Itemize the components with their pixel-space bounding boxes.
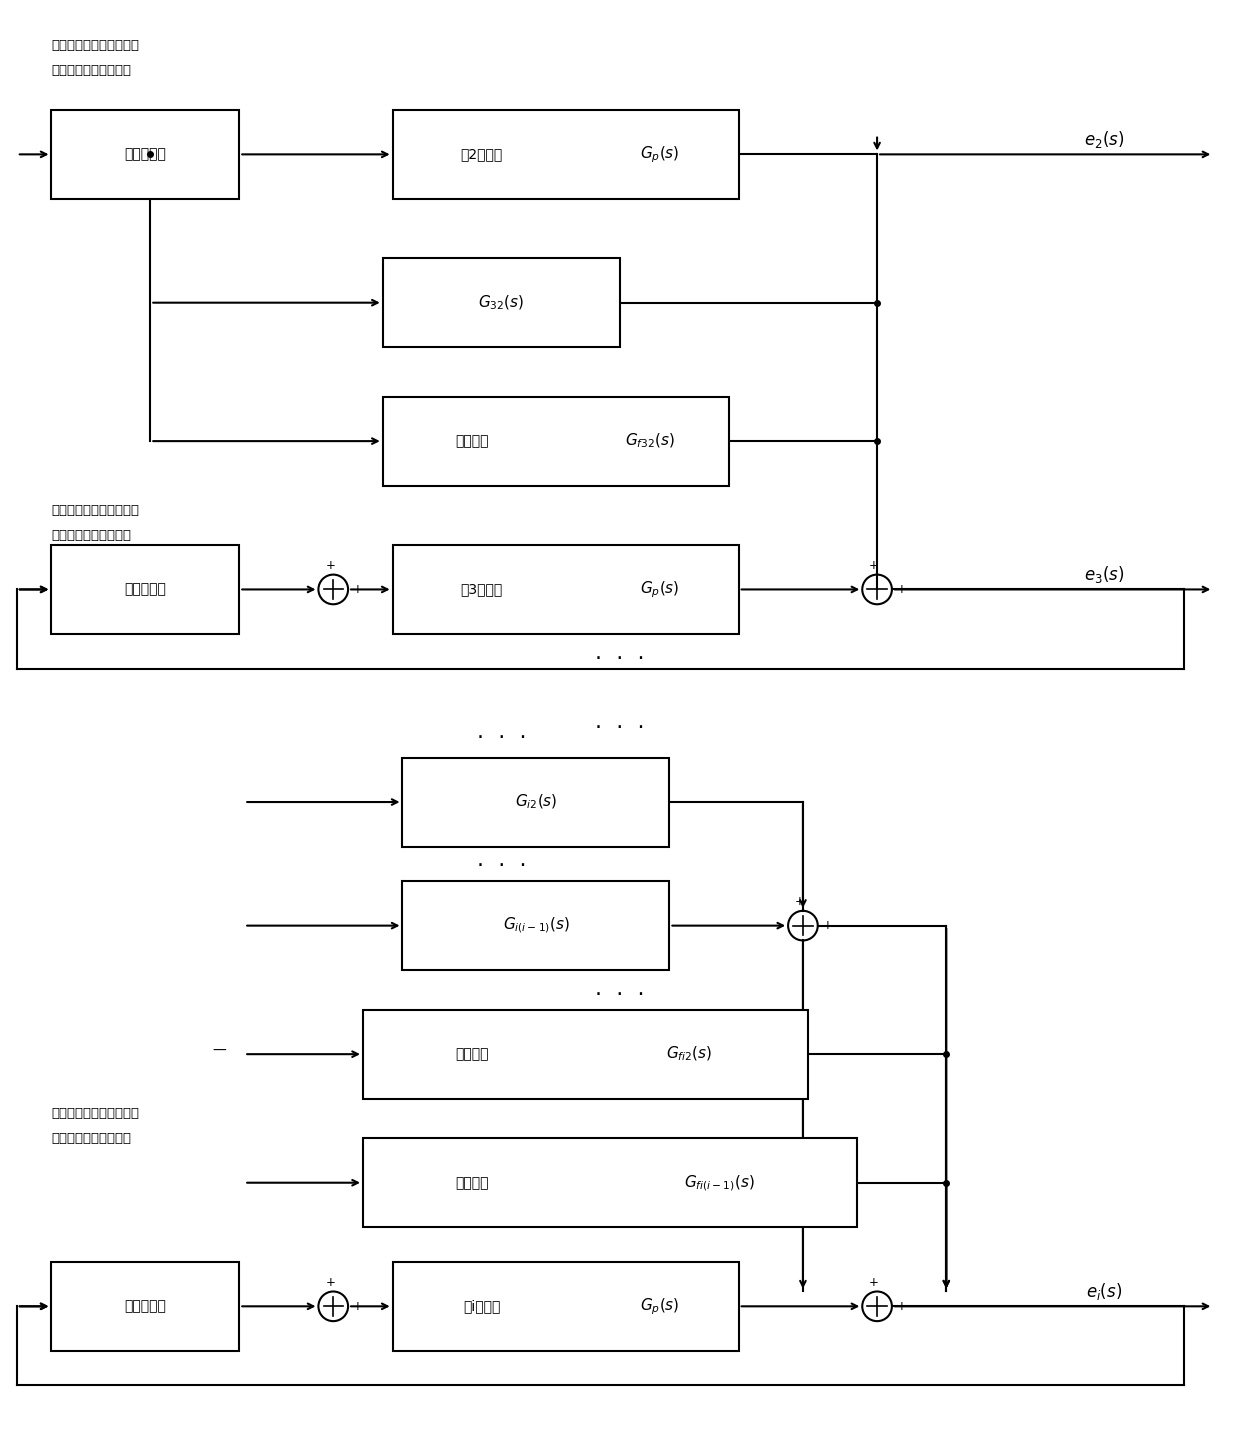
Bar	[403, 758, 670, 847]
Text: $G_p(s)$: $G_p(s)$	[640, 579, 680, 600]
Text: +: +	[353, 1300, 363, 1313]
Text: 第3色模型: 第3色模型	[460, 582, 502, 596]
Bar	[403, 881, 670, 970]
Text: ·  ·  ·: · · ·	[595, 649, 645, 669]
Text: 模糊控制器: 模糊控制器	[124, 148, 166, 162]
Text: $G_{i2}(s)$: $G_{i2}(s)$	[515, 792, 557, 811]
Text: $e_3(s)$: $e_3(s)$	[1084, 565, 1125, 585]
Bar	[393, 1262, 739, 1351]
Text: $G_{fi2}(s)$: $G_{fi2}(s)$	[666, 1045, 712, 1063]
Text: ·  ·  ·: · · ·	[476, 728, 526, 748]
Text: 模糊控制器根据当前误差: 模糊控制器根据当前误差	[51, 39, 139, 52]
Text: $G_p(s)$: $G_p(s)$	[640, 145, 680, 165]
Text: +: +	[869, 1277, 879, 1290]
Text: +: +	[325, 1277, 335, 1290]
Text: $G_p(s)$: $G_p(s)$	[640, 1295, 680, 1317]
Text: 前馈补偿: 前馈补偿	[455, 1175, 489, 1189]
Text: 第i色模型: 第i色模型	[463, 1300, 500, 1313]
Bar	[383, 397, 729, 486]
Text: 第2色模型: 第2色模型	[460, 148, 502, 162]
Bar	[51, 110, 239, 199]
Text: —: —	[213, 1045, 227, 1058]
Text: 前馈补偿: 前馈补偿	[455, 434, 489, 449]
Text: 自动选择模糊控制参数: 自动选择模糊控制参数	[51, 1132, 131, 1145]
Text: $e_i(s)$: $e_i(s)$	[1086, 1281, 1122, 1303]
Text: 模糊控制器: 模糊控制器	[124, 582, 166, 596]
Text: $G_{fi(i-1)}(s)$: $G_{fi(i-1)}(s)$	[683, 1174, 754, 1192]
Bar	[363, 1010, 808, 1099]
Bar	[51, 1262, 239, 1351]
Text: $e_2(s)$: $e_2(s)$	[1084, 129, 1125, 150]
Text: +: +	[353, 583, 363, 596]
Bar	[393, 545, 739, 633]
Text: +: +	[897, 1300, 906, 1313]
Text: +: +	[869, 559, 879, 572]
Text: +: +	[795, 896, 805, 909]
Text: 模糊控制器根据当前误差: 模糊控制器根据当前误差	[51, 504, 139, 517]
Text: 前馈补偿: 前馈补偿	[455, 1048, 489, 1062]
Text: +: +	[897, 583, 906, 596]
Bar	[393, 110, 739, 199]
Text: $G_{f32}(s)$: $G_{f32}(s)$	[625, 431, 675, 450]
Text: 模糊控制器根据当前误差: 模糊控制器根据当前误差	[51, 1108, 139, 1121]
Bar	[51, 545, 239, 633]
Text: 模糊控制器: 模糊控制器	[124, 1300, 166, 1313]
Text: +: +	[822, 919, 832, 931]
Text: 自动选择模糊控制参数: 自动选择模糊控制参数	[51, 64, 131, 77]
Text: ·  ·  ·: · · ·	[595, 984, 645, 1005]
Text: 自动选择模糊控制参数: 自动选择模糊控制参数	[51, 529, 131, 542]
Text: ·  ·  ·: · · ·	[476, 857, 526, 877]
Bar	[383, 258, 620, 347]
Bar	[363, 1138, 857, 1227]
Text: ·  ·  ·: · · ·	[595, 718, 645, 738]
Text: +: +	[325, 559, 335, 572]
Text: $G_{i(i-1)}(s)$: $G_{i(i-1)}(s)$	[502, 916, 569, 936]
Text: $G_{32}(s)$: $G_{32}(s)$	[479, 294, 525, 312]
